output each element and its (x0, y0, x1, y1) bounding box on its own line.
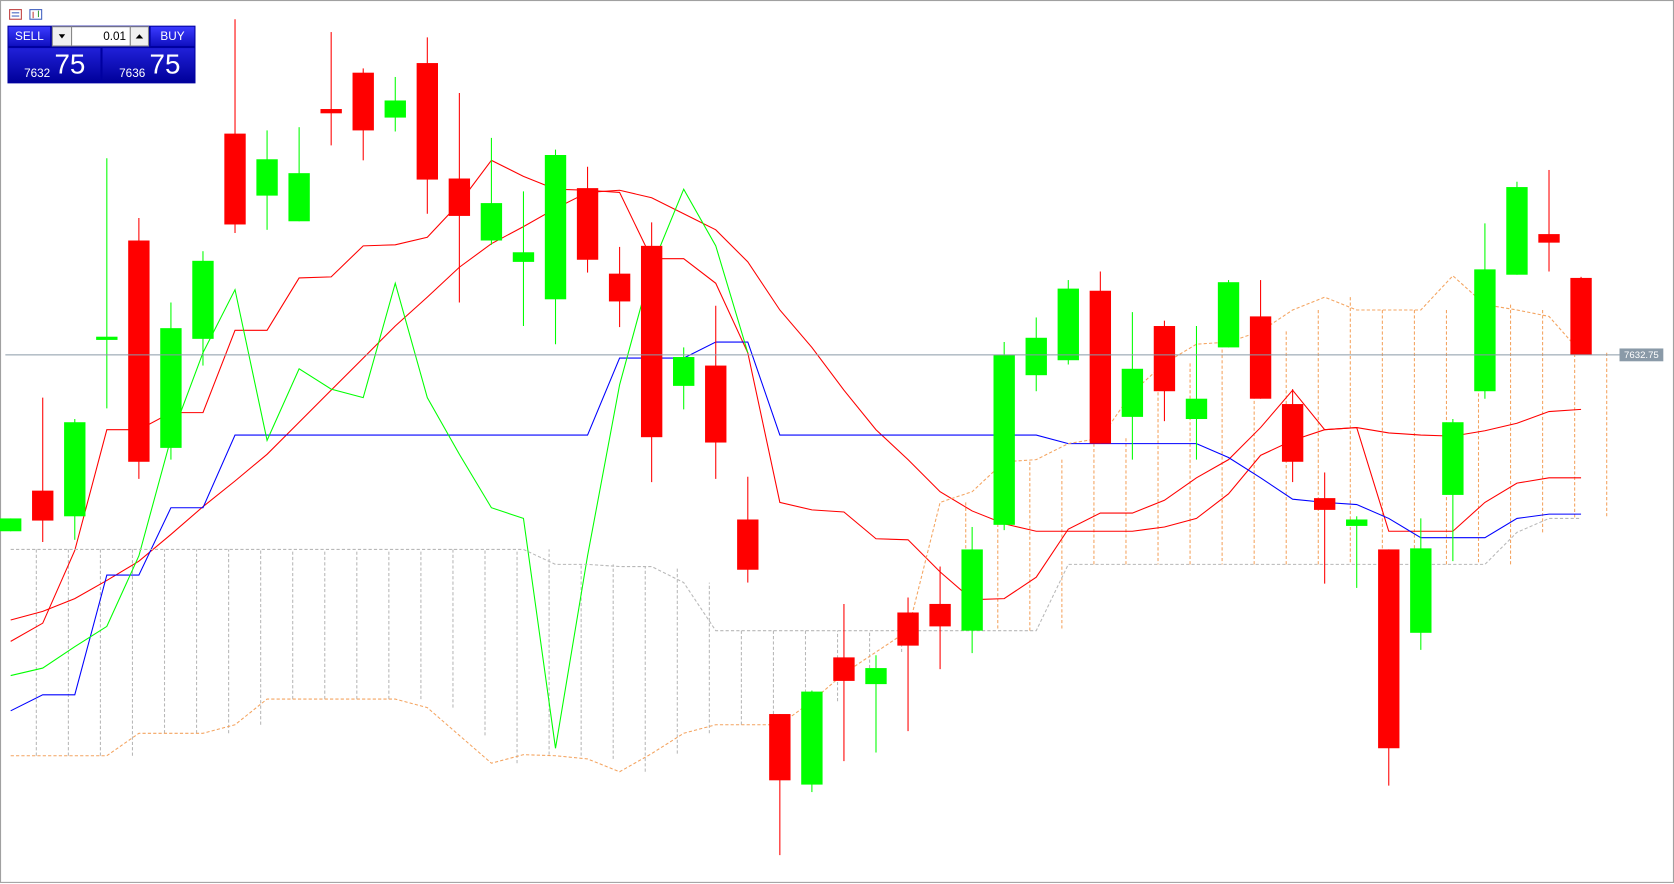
candle-body (1378, 549, 1400, 749)
candle-body (64, 422, 86, 517)
candle-body (1313, 498, 1336, 510)
candle-body (1217, 282, 1240, 348)
candle-body (480, 203, 503, 241)
candle-body (897, 612, 919, 646)
buy-label: BUY (160, 30, 184, 43)
candle-body (833, 657, 855, 681)
candle-body (416, 63, 438, 180)
candle-body (448, 178, 471, 216)
lot-value: 0.01 (103, 30, 126, 43)
candle-body (192, 260, 214, 339)
candle-body (1153, 326, 1176, 392)
icon[interactable] (9, 9, 22, 20)
candle-body (1442, 422, 1464, 495)
candle-body (929, 603, 951, 627)
price-label: 7632.75 (1624, 350, 1659, 361)
price-label-bg (1619, 348, 1664, 362)
ask-pips: 75 (150, 49, 181, 80)
indicator-line (10, 517, 1582, 632)
icon[interactable] (29, 9, 43, 20)
candle-body (769, 714, 791, 781)
candle-body (32, 490, 54, 521)
sell-price-box[interactable] (8, 48, 101, 83)
arrow-down (58, 34, 66, 39)
candle-body (384, 100, 406, 118)
indicator-line (10, 187, 749, 749)
candle-body (961, 549, 983, 631)
sell-button[interactable] (8, 26, 51, 46)
candle-body (544, 154, 567, 300)
candle-body (865, 668, 887, 685)
trade-panel: SELL 0.01 BUY 7632 75 7636 75 (7, 25, 196, 84)
candle-body (608, 273, 631, 302)
ask-big: 7636 (119, 67, 146, 80)
indicator-line (10, 159, 1582, 642)
candle-body (1025, 337, 1047, 376)
candle-body (993, 354, 1015, 525)
candle-body (0, 518, 22, 532)
candle-body (1249, 316, 1272, 399)
candle-body (320, 109, 342, 114)
candle-body (640, 245, 663, 438)
candle-body (224, 133, 246, 225)
candle-body (1057, 288, 1079, 361)
bid-pips: 75 (54, 49, 85, 80)
candle-body (576, 188, 599, 260)
candle-body (1410, 548, 1432, 633)
candle-body (801, 691, 823, 785)
candle-body (673, 357, 695, 386)
plot-area: 7632.75 (0, 19, 1664, 856)
candle-body (352, 72, 374, 131)
candle-body (705, 365, 727, 443)
sell-label: SELL (15, 30, 44, 43)
candle-body (288, 173, 310, 222)
candle-body (1121, 368, 1144, 417)
candle-body (1089, 290, 1112, 444)
candle-body (737, 519, 759, 570)
candle-body (1506, 187, 1528, 275)
candle-body (512, 252, 535, 262)
candle-body (1538, 234, 1560, 243)
candle-body (1474, 269, 1496, 392)
candle-body (256, 159, 278, 196)
buy-price-box[interactable] (102, 48, 195, 83)
candle-body (96, 336, 118, 340)
toolbar-icons (9, 9, 43, 20)
candle-body (1281, 404, 1304, 462)
candle-body (1570, 277, 1592, 355)
candle-body (160, 328, 182, 448)
candle-body (1346, 519, 1368, 526)
indicator-line (10, 189, 1582, 621)
buy-button[interactable] (150, 26, 195, 46)
bid-big: 7632 (24, 67, 50, 80)
candle-body (128, 240, 150, 462)
arrow-up (135, 34, 144, 39)
candle-body (1185, 398, 1208, 420)
indicator-line (10, 275, 1582, 773)
